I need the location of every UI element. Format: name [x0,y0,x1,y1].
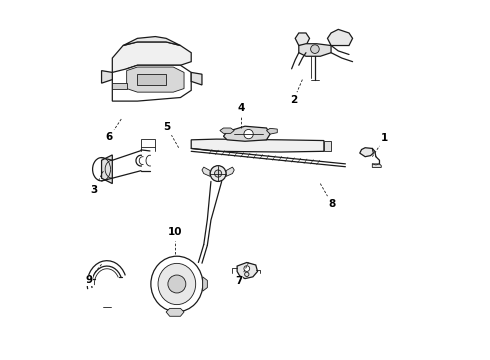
Polygon shape [237,262,258,279]
Polygon shape [137,74,166,85]
Polygon shape [203,277,207,291]
Polygon shape [112,42,191,80]
Polygon shape [112,83,126,89]
Polygon shape [101,71,112,83]
Text: 8: 8 [328,199,336,209]
Circle shape [244,130,253,139]
Polygon shape [112,65,191,101]
Polygon shape [126,67,184,92]
Circle shape [210,166,226,181]
Polygon shape [191,139,324,152]
Polygon shape [220,128,234,134]
Polygon shape [327,30,353,45]
Polygon shape [295,33,310,45]
Circle shape [244,266,250,271]
Circle shape [311,45,319,53]
Polygon shape [166,309,184,316]
Text: 1: 1 [381,134,388,144]
Text: 10: 10 [168,227,182,237]
Polygon shape [324,140,331,151]
Text: 2: 2 [290,95,297,105]
Circle shape [168,275,186,293]
Polygon shape [372,164,381,167]
Circle shape [215,170,221,177]
Polygon shape [226,167,234,176]
Ellipse shape [151,256,203,312]
Polygon shape [267,129,277,134]
Polygon shape [299,44,331,56]
Text: 5: 5 [163,122,171,132]
Polygon shape [223,126,270,141]
Text: 6: 6 [105,132,113,142]
Text: 9: 9 [85,275,92,285]
Polygon shape [123,37,180,45]
Polygon shape [360,148,373,157]
Circle shape [245,272,249,276]
Polygon shape [202,167,210,176]
Polygon shape [101,155,112,184]
Text: 3: 3 [90,185,98,195]
Ellipse shape [158,264,196,305]
Text: 4: 4 [238,103,245,113]
Polygon shape [191,72,202,85]
Text: 7: 7 [236,276,243,286]
